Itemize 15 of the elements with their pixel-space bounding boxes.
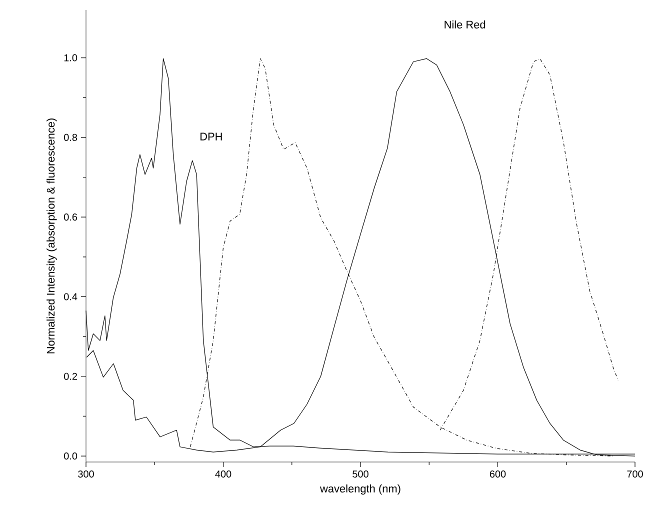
x-tick-label: 600 [490,470,506,478]
y-tick-label: 0.2 [64,372,77,380]
x-tick-label: 400 [215,470,232,478]
y-tick-label: 0.4 [64,293,78,300]
annotation: DPH [200,132,222,140]
y-tick-label: 0.8 [64,134,78,141]
y-tick-label: 1.0 [64,54,78,62]
x-tick-label: 300 [78,470,94,478]
x-tick-label: 700 [627,470,643,478]
x-tick-label: 500 [352,470,368,478]
y-tick-label: 0.6 [64,214,78,221]
y-tick-label: 0.0 [64,452,78,460]
x-axis-title: wavelength (nm) [320,484,400,495]
y-axis-title: Normalized Intensity (absorption & fluorescence) [46,118,57,354]
annotation: Nile Red [444,20,486,28]
